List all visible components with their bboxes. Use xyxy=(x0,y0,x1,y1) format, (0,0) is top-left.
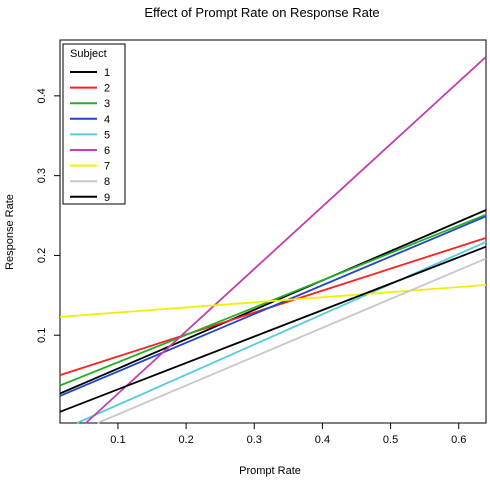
x-axis: 0.1 0.2 0.3 0.4 0.5 0.6 xyxy=(110,423,466,446)
plot-area-frame xyxy=(59,39,487,424)
legend-box xyxy=(62,43,126,205)
series-line-5 xyxy=(76,241,487,424)
x-tick-label: 0.1 xyxy=(110,434,125,446)
legend-items: 1 2 3 4 5 6 7 8 9 xyxy=(70,67,110,204)
legend-label-5: 5 xyxy=(104,129,110,141)
legend: Subject 1 2 3 4 5 6 7 8 9 xyxy=(62,43,126,205)
legend-label-8: 8 xyxy=(104,176,110,188)
legend-label-6: 6 xyxy=(104,145,110,157)
x-tick-label: 0.5 xyxy=(383,434,398,446)
y-tick-label: 0.4 xyxy=(36,88,48,103)
legend-label-2: 2 xyxy=(104,83,110,95)
chart-title: Effect of Prompt Rate on Response Rate xyxy=(144,5,379,20)
series-line-7 xyxy=(59,284,487,318)
y-axis: 0.1 0.2 0.3 0.4 xyxy=(36,88,60,343)
legend-label-3: 3 xyxy=(104,98,110,110)
y-tick-label: 0.2 xyxy=(36,248,48,263)
legend-label-4: 4 xyxy=(104,114,110,126)
series-line-4 xyxy=(59,215,487,397)
series-line-8 xyxy=(97,257,487,424)
x-tick-label: 0.3 xyxy=(247,434,262,446)
series-lines xyxy=(59,56,487,424)
legend-title: Subject xyxy=(70,48,107,60)
y-tick-label: 0.3 xyxy=(36,168,48,183)
legend-label-1: 1 xyxy=(104,67,110,79)
x-tick-label: 0.6 xyxy=(451,434,466,446)
y-axis-label: Response Rate xyxy=(4,194,16,270)
x-tick-label: 0.2 xyxy=(178,434,193,446)
series-line-6 xyxy=(85,56,487,424)
x-tick-label: 0.4 xyxy=(315,434,330,446)
legend-label-9: 9 xyxy=(104,192,110,204)
y-tick-label: 0.1 xyxy=(36,328,48,343)
legend-label-7: 7 xyxy=(104,161,110,173)
series-line-9 xyxy=(59,245,487,413)
x-axis-label: Prompt Rate xyxy=(239,465,301,477)
